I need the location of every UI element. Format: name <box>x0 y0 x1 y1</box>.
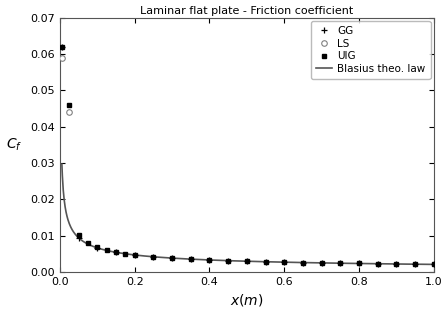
UIG <box>67 103 72 107</box>
GG <box>188 257 194 261</box>
GG <box>375 262 380 266</box>
UIG <box>104 248 109 252</box>
LS <box>60 56 65 60</box>
UIG <box>132 253 138 257</box>
UIG <box>394 262 399 266</box>
Line: GG: GG <box>60 44 436 267</box>
Blasius theo. law <box>275 260 280 264</box>
UIG <box>95 245 100 249</box>
UIG <box>300 261 306 264</box>
UIG <box>337 261 343 265</box>
GG <box>225 259 231 263</box>
Line: LS: LS <box>60 55 72 115</box>
UIG <box>356 262 362 265</box>
Blasius theo. law <box>59 162 65 166</box>
Y-axis label: $C_f$: $C_f$ <box>5 137 22 153</box>
GG <box>300 261 306 264</box>
UIG <box>85 241 90 244</box>
UIG <box>188 257 194 261</box>
GG <box>412 262 418 266</box>
GG <box>319 261 324 265</box>
GG <box>95 246 100 250</box>
Legend: GG, LS, UIG, Blasius theo. law: GG, LS, UIG, Blasius theo. law <box>311 21 431 79</box>
UIG <box>281 260 287 264</box>
GG <box>113 251 119 254</box>
UIG <box>76 233 82 237</box>
UIG <box>375 262 380 266</box>
UIG <box>151 255 156 259</box>
UIG <box>60 45 65 49</box>
UIG <box>244 259 250 263</box>
Blasius theo. law <box>379 262 385 266</box>
LS <box>67 110 72 114</box>
UIG <box>225 259 231 263</box>
GG <box>281 260 287 264</box>
UIG <box>123 252 128 256</box>
UIG <box>113 251 119 254</box>
GG <box>132 253 138 257</box>
GG <box>431 263 436 266</box>
Line: Blasius theo. law: Blasius theo. law <box>62 164 434 264</box>
X-axis label: $x(m)$: $x(m)$ <box>230 292 264 308</box>
Title: Laminar flat plate - Friction coefficient: Laminar flat plate - Friction coefficien… <box>140 6 353 16</box>
GG <box>76 236 82 240</box>
GG <box>394 262 399 266</box>
GG <box>244 259 250 263</box>
Blasius theo. law <box>341 261 346 265</box>
GG <box>207 258 212 262</box>
Blasius theo. law <box>82 241 87 244</box>
Blasius theo. law <box>431 263 436 266</box>
Blasius theo. law <box>296 261 302 264</box>
UIG <box>207 258 212 262</box>
UIG <box>319 261 324 265</box>
GG <box>263 260 268 264</box>
UIG <box>431 263 436 266</box>
Line: UIG: UIG <box>60 45 436 267</box>
GG <box>356 262 362 265</box>
UIG <box>412 262 418 266</box>
UIG <box>169 256 175 260</box>
GG <box>169 256 175 260</box>
GG <box>337 261 343 265</box>
GG <box>60 45 65 49</box>
GG <box>151 255 156 259</box>
UIG <box>263 260 268 264</box>
Blasius theo. law <box>285 260 290 264</box>
